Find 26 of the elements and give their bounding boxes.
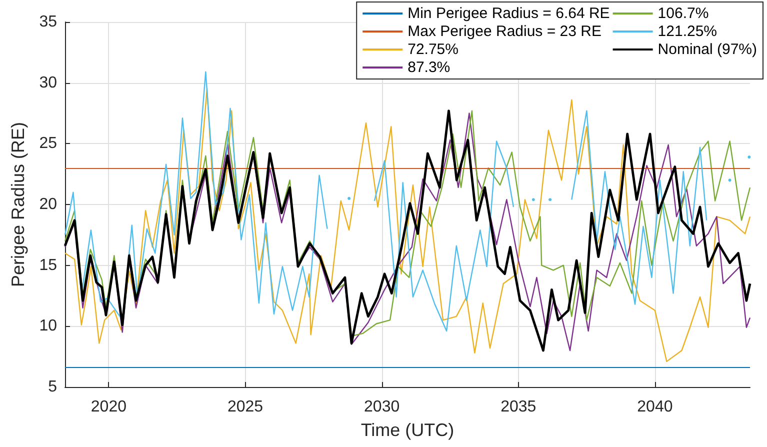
x-tick-label: 2040 xyxy=(637,398,673,416)
y-tick-label: 35 xyxy=(39,14,58,30)
y-axis-title: Perigee Radius (RE) xyxy=(8,122,28,288)
legend-label: 106.7% xyxy=(658,5,709,22)
point xyxy=(748,156,751,159)
y-tick-label: 25 xyxy=(39,135,58,152)
point xyxy=(728,178,732,182)
y-tick-label: 20 xyxy=(39,196,58,213)
legend-label: Max Perigee Radius = 23 RE xyxy=(408,23,602,40)
x-tick-label: 2030 xyxy=(364,398,400,416)
x-tick-label: 2035 xyxy=(500,398,536,416)
y-tick-label: 10 xyxy=(39,318,58,335)
x-axis-title: Time (UTC) xyxy=(360,420,454,440)
legend-label: 121.25% xyxy=(658,23,718,40)
y-tick-label: 30 xyxy=(39,74,58,92)
y-tick-label: 5 xyxy=(48,378,58,396)
point xyxy=(532,198,535,202)
y-tick-label: 15 xyxy=(39,256,58,274)
legend-label: Min Perigee Radius = 6.64 RE xyxy=(408,5,610,22)
x-tick-label: 2020 xyxy=(90,398,127,416)
x-tick-label: 2025 xyxy=(227,398,264,416)
legend-label: 87.3% xyxy=(408,59,450,76)
legend-label: Nominal (97%) xyxy=(658,41,758,58)
point xyxy=(348,196,351,200)
legend-label: 72.75% xyxy=(408,41,458,58)
point xyxy=(548,198,552,202)
